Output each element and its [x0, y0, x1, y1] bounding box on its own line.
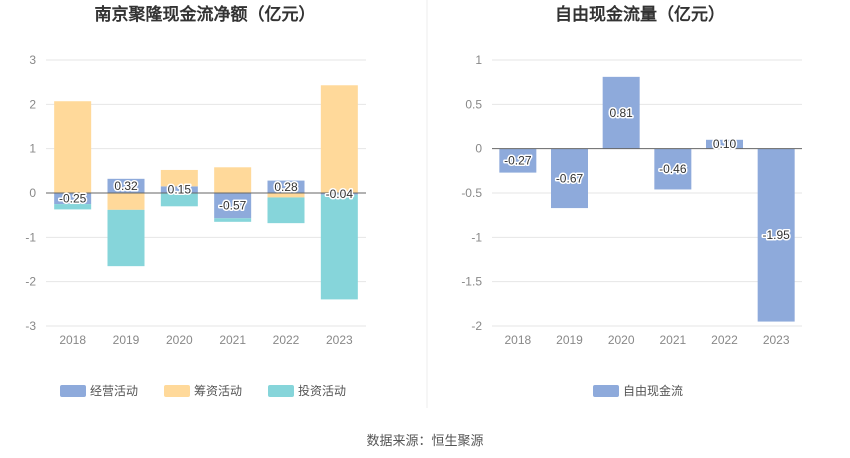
chart2-data-label: -1.95 — [762, 228, 790, 242]
chart1-x-tick-label: 2020 — [166, 333, 193, 347]
chart2-bar-2020 — [602, 76, 640, 149]
chart2-legend-swatch — [593, 385, 619, 397]
chart1-legend-label: 经营活动 — [90, 384, 138, 398]
chart2-y-tick-label: -0.5 — [461, 186, 482, 200]
chart1-bar-筹资活动-2021 — [214, 167, 252, 193]
chart1-data-label: -0.57 — [219, 199, 247, 213]
chart1-bar-筹资活动-2019 — [107, 193, 145, 210]
chart1-data-label: 0.15 — [168, 183, 192, 197]
chart1-legend-swatch — [164, 385, 190, 397]
chart1-bar-经营活动-2019 — [107, 178, 145, 193]
chart2-legend-label: 自由现金流 — [623, 383, 683, 398]
chart1-bar-经营活动-2022 — [267, 180, 305, 193]
chart1-y-tick-label: 3 — [29, 53, 36, 67]
chart2-y-tick-label: 0.5 — [465, 97, 482, 111]
chart1-bar-经营活动-2021 — [214, 193, 252, 219]
chart2-y-tick-label: -1 — [471, 230, 482, 244]
chart1-x-tick-label: 2018 — [59, 333, 86, 347]
chart2-title: 自由现金流量（亿元） — [555, 4, 725, 24]
chart1-bar-投资活动-2021 — [214, 218, 252, 222]
chart1-y-tick-label: 1 — [29, 142, 36, 156]
chart1-y-tick-label: 2 — [29, 97, 36, 111]
chart2-data-label: 0.81 — [609, 106, 633, 120]
chart2-data-label: -0.27 — [504, 154, 532, 168]
chart1-legend-swatch — [268, 385, 294, 397]
chart2-bar-2023 — [757, 148, 795, 322]
chart2-x-tick-label: 2019 — [556, 333, 583, 347]
chart1-bar-投资活动-2022 — [267, 197, 305, 224]
chart1-data-label: 0.32 — [114, 179, 138, 193]
chart1-y-tick-label: -1 — [25, 230, 36, 244]
chart1-bar-筹资活动-2022 — [267, 193, 305, 198]
chart1-data-label: 0.28 — [274, 180, 298, 194]
chart2-bar-2018 — [499, 148, 537, 173]
chart2-data-label: -0.67 — [556, 171, 584, 185]
chart1-title: 南京聚隆现金流净额（亿元） — [95, 4, 316, 24]
chart1-x-tick-label: 2021 — [219, 333, 246, 347]
chart1-bar-投资活动-2018 — [54, 204, 92, 210]
chart1-bar-经营活动-2020 — [160, 186, 198, 193]
chart2-x-tick-label: 2022 — [711, 333, 738, 347]
chart2-x-tick-label: 2018 — [504, 333, 531, 347]
chart2-bar-2022 — [706, 139, 743, 149]
chart2-data-label: 0.10 — [713, 137, 737, 151]
chart1-y-tick-label: -2 — [25, 275, 36, 289]
chart1-bar-筹资活动-2020 — [160, 169, 198, 187]
chart1-x-tick-label: 2019 — [113, 333, 140, 347]
chart1-bar-投资活动-2023 — [320, 194, 358, 300]
chart1-bar-投资活动-2020 — [160, 193, 198, 207]
chart1-bar-经营活动-2018 — [54, 193, 92, 205]
chart2-bar-2021 — [654, 148, 692, 190]
chart2-data-label: -0.46 — [659, 162, 687, 176]
chart1-bar-经营活动-2023 — [320, 193, 358, 195]
chart1-bar-投资活动-2019 — [107, 209, 145, 267]
chart2-x-tick-label: 2021 — [659, 333, 686, 347]
chart1-y-tick-label: -3 — [25, 319, 36, 333]
chart2-y-tick-label: 1 — [475, 53, 482, 67]
chart1-bar-筹资活动-2023 — [320, 85, 358, 193]
data-source: 数据来源：恒生聚源 — [366, 433, 484, 448]
chart2-bar-2019 — [551, 148, 588, 209]
chart1-bar-筹资活动-2018 — [54, 101, 92, 193]
chart2-y-tick-label: -2 — [471, 319, 482, 333]
chart1-x-tick-label: 2023 — [326, 333, 353, 347]
chart1-data-label: -0.04 — [326, 187, 354, 201]
chart2-x-tick-label: 2023 — [763, 333, 790, 347]
chart1-x-tick-label: 2022 — [273, 333, 300, 347]
chart1-legend-swatch — [60, 385, 86, 397]
chart2-y-tick-label: 0 — [475, 142, 482, 156]
chart1-y-tick-label: 0 — [29, 186, 36, 200]
chart2-y-tick-label: -1.5 — [461, 275, 482, 289]
chart1-legend-label: 筹资活动 — [194, 384, 242, 398]
chart1-legend-label: 投资活动 — [298, 383, 346, 398]
charts-svg: 南京聚隆现金流净额（亿元） -3 -2 -1 0 1 2 3 2018 2019 2020 2021 2… — [25, 0, 802, 408]
chart1-data-label: -0.25 — [59, 192, 87, 206]
chart2-x-tick-label: 2020 — [608, 333, 635, 347]
